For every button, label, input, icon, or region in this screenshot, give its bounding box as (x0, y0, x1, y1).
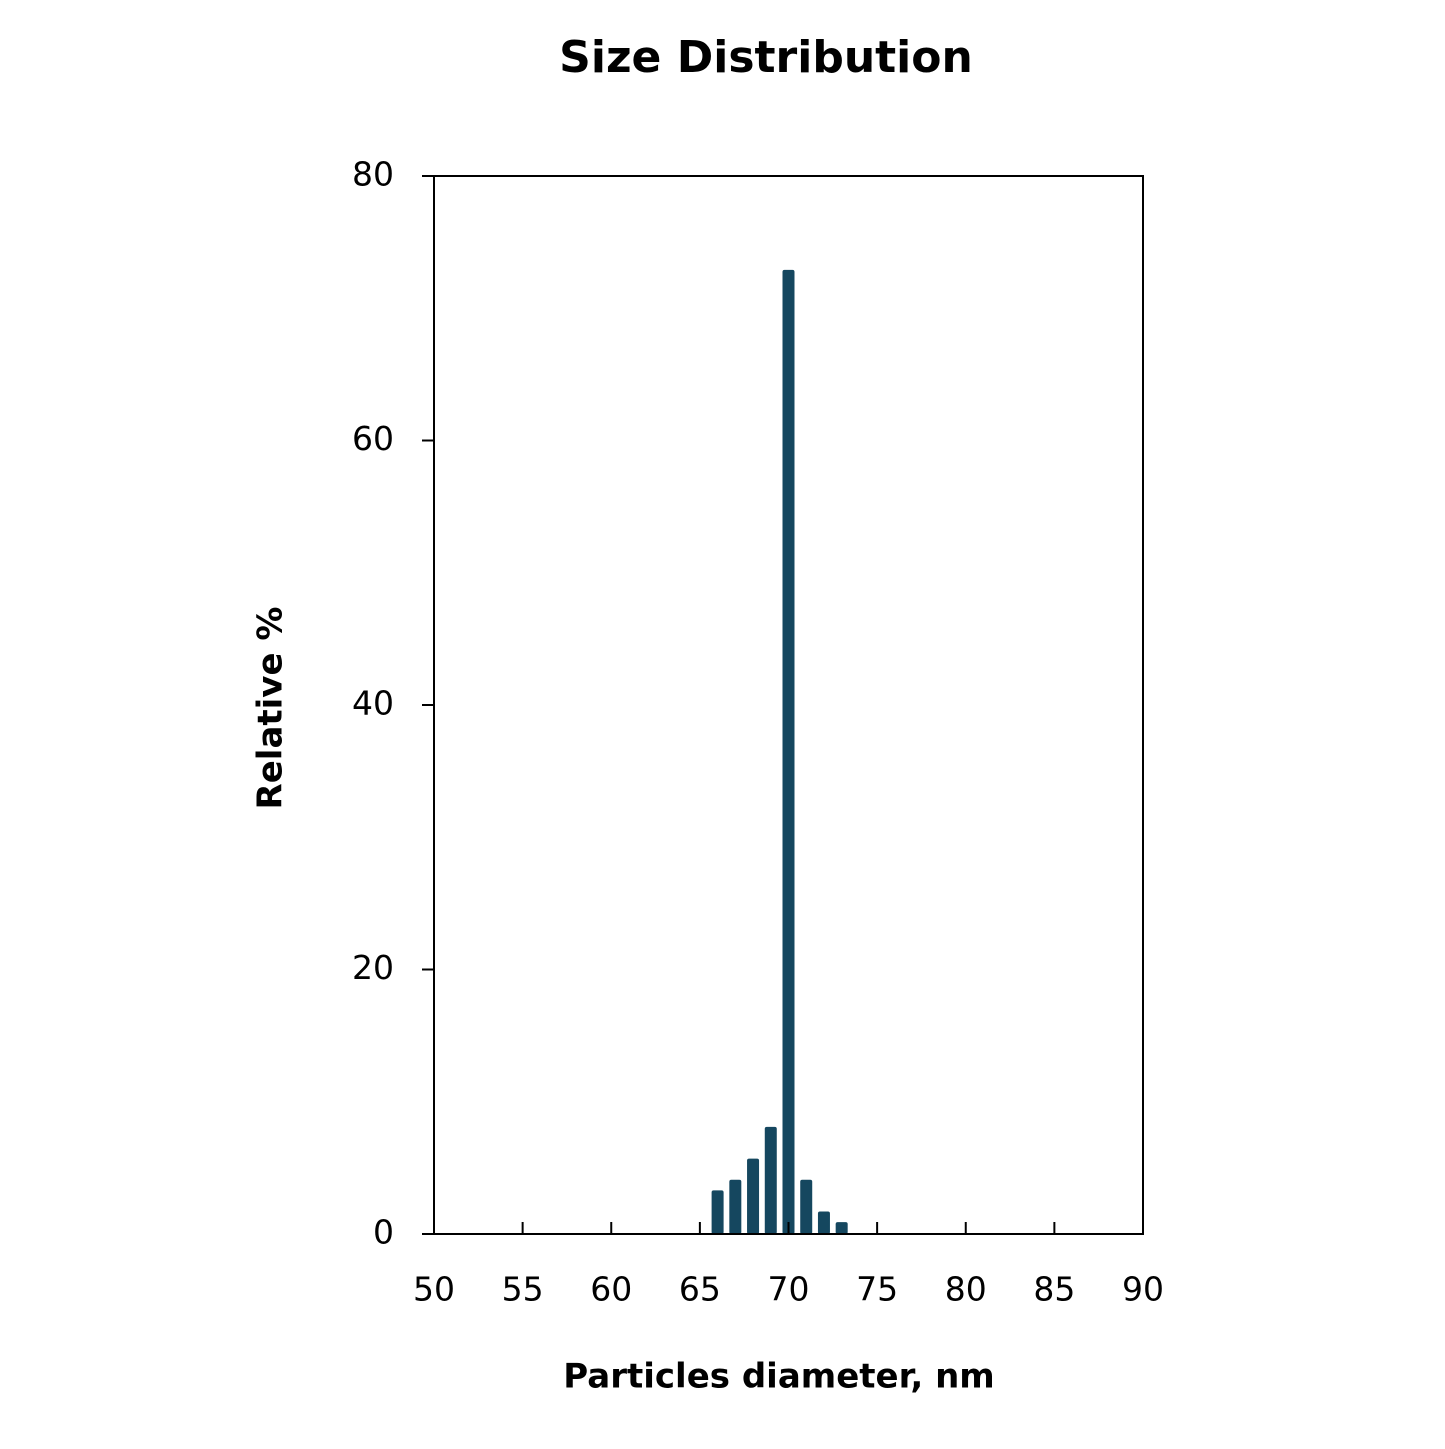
bar (817, 1211, 830, 1234)
bar (764, 1126, 777, 1234)
y-tick-label: 80 (352, 155, 394, 194)
y-tick-label: 0 (373, 1213, 394, 1252)
bar (747, 1158, 760, 1234)
y-tick-label: 60 (352, 419, 394, 458)
x-tick-label: 50 (413, 1270, 455, 1309)
y-tick-label: 20 (352, 948, 394, 987)
x-tick-label: 60 (590, 1270, 632, 1309)
x-tick-label: 85 (1033, 1270, 1075, 1309)
x-tick-label: 55 (502, 1270, 544, 1309)
bar (711, 1190, 724, 1234)
y-axis-label: Relative % (251, 607, 291, 810)
x-tick-label: 70 (768, 1270, 810, 1309)
x-tick-label: 80 (945, 1270, 987, 1309)
x-tick-label: 65 (679, 1270, 721, 1309)
bar (835, 1222, 848, 1234)
x-tick-label: 90 (1122, 1270, 1164, 1309)
x-axis-label: Particles diameter, nm (563, 1357, 994, 1397)
bar (782, 269, 795, 1235)
chart-title: Size Distribution (559, 32, 973, 83)
y-tick-label: 40 (352, 684, 394, 723)
bar (729, 1179, 742, 1234)
bar (800, 1179, 813, 1234)
x-tick-label: 75 (856, 1270, 898, 1309)
